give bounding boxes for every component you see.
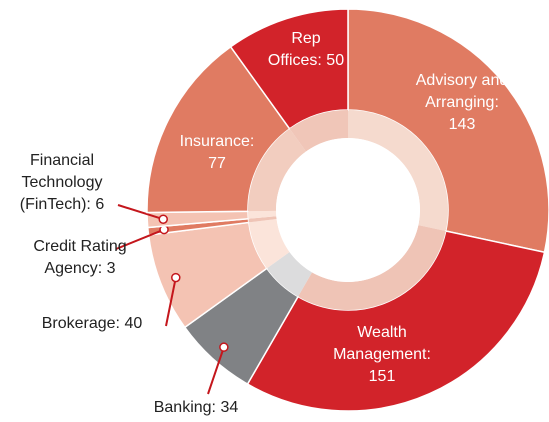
category-name: Financial Technology (FinTech):: [19, 152, 103, 213]
slice-label: Financial Technology (FinTech): 6: [12, 150, 112, 216]
leader-line: [115, 228, 165, 250]
value-label: 40: [124, 315, 143, 332]
inner-segment: [248, 216, 277, 223]
leader-dot: [219, 342, 229, 352]
slice-label: Credit Rating Agency: 3: [24, 236, 136, 280]
slice-label: Banking: 34: [96, 397, 296, 419]
leader-line: [117, 204, 164, 221]
value-label: 77: [208, 155, 226, 172]
inner-segment: [248, 128, 306, 212]
leader-line: [165, 277, 177, 327]
slice-label: Wealth Management: 151: [326, 322, 438, 388]
category-name: Banking:: [153, 399, 216, 416]
value-label: 50: [326, 52, 345, 69]
value-label: 6: [95, 196, 105, 213]
category-name: Credit Rating Agency:: [33, 238, 127, 277]
value-label: 3: [106, 260, 116, 277]
leader-dot: [158, 214, 168, 224]
value-label: 151: [368, 368, 396, 385]
inner-segment: [289, 110, 348, 152]
inner-segment: [248, 218, 290, 269]
leader-dot: [171, 272, 181, 283]
slice-label: Rep Offices: 50: [264, 28, 348, 72]
donut-hole: [276, 138, 420, 282]
slice-label: Insurance: 77: [167, 131, 267, 175]
inner-segment: [266, 252, 312, 297]
category-name: Brokerage:: [41, 315, 120, 332]
category-name: Advisory and Arranging:: [415, 72, 509, 111]
category-name: Wealth Management:: [333, 324, 431, 363]
leader-line: [207, 346, 225, 395]
inner-segment: [348, 110, 448, 232]
category-name: Insurance:: [179, 133, 255, 150]
value-label: 34: [220, 399, 239, 416]
slice-label: Brokerage: 40: [22, 313, 162, 335]
slice-label: Advisory and Arranging: 143: [401, 70, 523, 136]
category-name: Rep Offices:: [267, 30, 322, 69]
inner-segment: [248, 210, 277, 219]
value-label: 143: [448, 116, 476, 133]
inner-segment: [298, 225, 446, 310]
